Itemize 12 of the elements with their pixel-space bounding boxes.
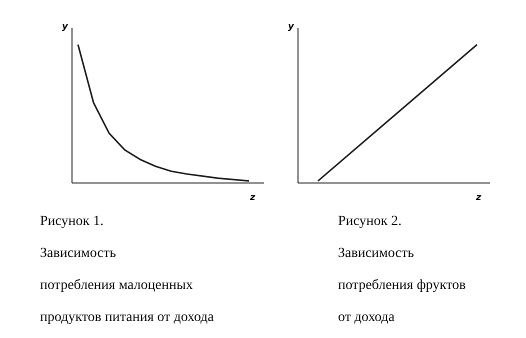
text: продуктов питания от дохода: [40, 309, 214, 327]
text: Рисунок 1.: [40, 213, 105, 231]
text: потребления малоценных: [40, 277, 194, 295]
text: потребления фруктов: [338, 277, 466, 295]
x-axis-title: z: [250, 193, 256, 203]
text: Зависимость: [40, 245, 117, 263]
text: Рисунок 2.: [338, 213, 403, 231]
y-axis-title: y: [288, 22, 294, 32]
y-axis-title: y: [62, 22, 68, 32]
text: Зависимость: [338, 245, 415, 263]
text: от дохода: [338, 309, 396, 327]
x-axis-title: z: [476, 193, 482, 203]
